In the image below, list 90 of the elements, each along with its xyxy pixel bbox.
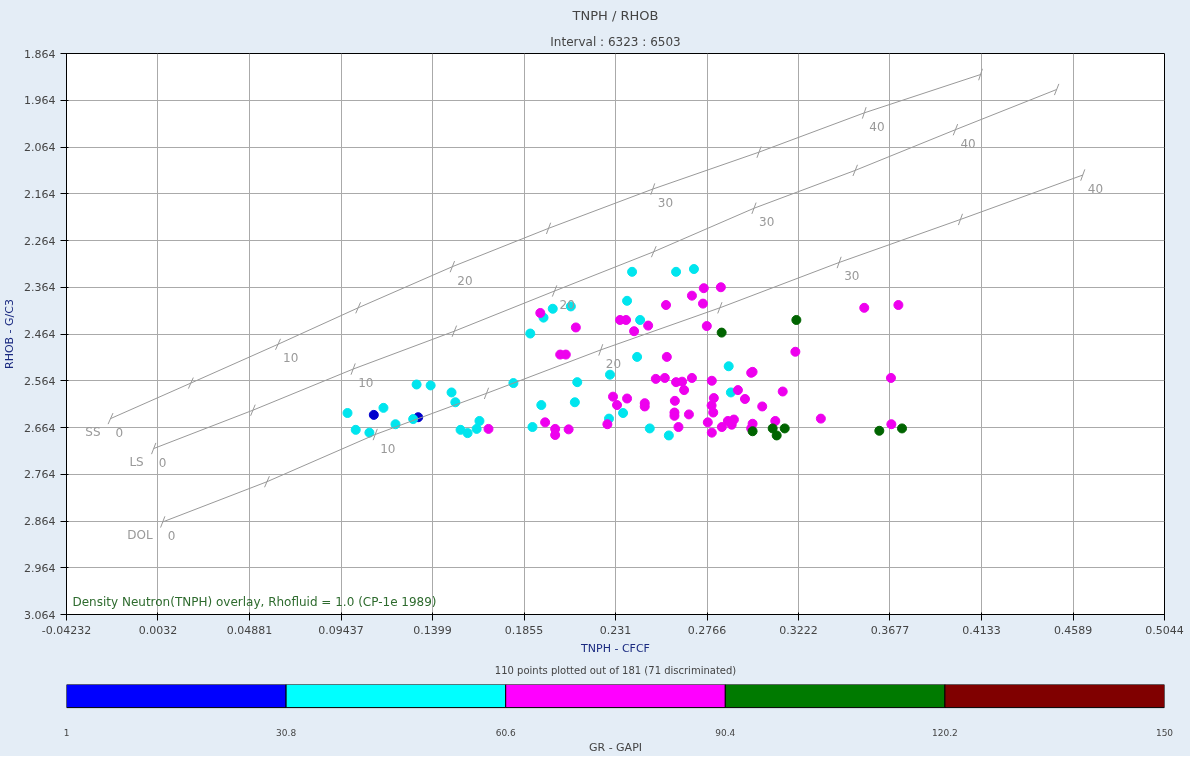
point [635, 314, 646, 325]
point [644, 423, 655, 434]
y-tick-label: 2.064 [24, 141, 56, 154]
point [771, 430, 782, 441]
annotation: 0 [158, 455, 167, 470]
y-tick-label: 2.464 [24, 328, 56, 341]
x-tick-label: 0.5044 [1145, 623, 1184, 637]
color-bar-label: 90.4 [715, 727, 736, 738]
point [874, 425, 885, 436]
point [627, 266, 638, 277]
x-axis-title: TNPH - CFCF [580, 641, 650, 655]
point [716, 327, 727, 338]
color-bar-label: 60.6 [495, 727, 516, 738]
point [527, 422, 538, 433]
annotation: 30 [657, 196, 674, 211]
y-tick-label: 2.864 [24, 515, 56, 528]
annotation: 30 [759, 215, 775, 230]
point [572, 377, 583, 388]
point [474, 415, 485, 426]
x-tick-label: 0.1399 [413, 623, 452, 637]
annotation: 30 [844, 269, 860, 284]
x-tick-label: 0.4133 [962, 623, 1001, 637]
point [342, 408, 353, 418]
point [632, 351, 643, 362]
point [446, 387, 457, 398]
y-tick-label: 2.764 [24, 468, 56, 482]
annotation: 20 [457, 273, 473, 288]
text: 110 points plotted out of 181 (71 discriminated) [494, 664, 737, 676]
point [605, 369, 615, 380]
y-tick-label: 2.964 [24, 561, 56, 575]
point [378, 402, 389, 413]
point [897, 423, 908, 434]
chart-title: TNPH / RHOB [571, 7, 659, 23]
x-tick-label: 0.04881 [226, 623, 273, 637]
x-tick-label: 0.09437 [318, 623, 364, 637]
x-tick-label: 0.4589 [1053, 623, 1093, 637]
series-label: SS [85, 424, 101, 439]
x-tick-label: 0.3222 [779, 623, 818, 637]
point [425, 380, 436, 391]
point [671, 266, 682, 277]
color-bar-label: 1 [63, 727, 70, 738]
chart-subtitle: Interval : 6323 : 6503 [550, 34, 681, 49]
color-bar-title: GR - GAPI [588, 740, 643, 754]
point [462, 428, 473, 439]
y-tick-label: 2.664 [24, 421, 56, 435]
x-tick-label: 0.231 [599, 623, 632, 637]
point [525, 328, 536, 339]
point [618, 408, 629, 418]
point [368, 409, 379, 420]
y-tick-label: 1.964 [24, 94, 56, 108]
annotation: 40 [869, 119, 885, 134]
point [455, 424, 466, 435]
point [536, 400, 547, 411]
point [364, 427, 375, 438]
y-tick-label: 2.364 [24, 281, 56, 295]
annotation: 40 [1087, 182, 1104, 197]
y-tick-label: 2.564 [24, 374, 56, 388]
point [622, 295, 633, 306]
x-tick-label: -0.04232 [41, 623, 92, 637]
point [411, 379, 422, 390]
point [569, 397, 580, 408]
annotation: 40 [960, 136, 976, 151]
point [350, 424, 361, 435]
y-tick-label: 2.164 [24, 187, 56, 201]
point [723, 361, 734, 372]
annotation: 0 [115, 425, 124, 440]
x-tick-label: 0.2766 [687, 623, 727, 637]
point [688, 264, 699, 275]
annotation: 0 [167, 528, 176, 543]
annotation: 10 [283, 351, 299, 366]
annotation: 10 [380, 441, 396, 456]
color-bar-label: 120.2 [932, 727, 958, 738]
point [779, 423, 790, 434]
color-bar-label: 30.8 [276, 727, 297, 738]
x-tick-label: 0.3677 [870, 623, 910, 637]
x-tick-label: 0.1855 [504, 623, 544, 637]
point [767, 423, 778, 434]
y-tick-label: 3.064 [24, 608, 56, 622]
point [547, 303, 558, 314]
point [791, 314, 802, 325]
series-label: DOL [127, 527, 154, 542]
annotation: Density Neutron(TNPH) overlay, Rhofluid = 1.0 (CP-1e 1989) [72, 594, 437, 609]
point [471, 423, 482, 434]
point [663, 430, 674, 441]
color-bar-label: 150 [1155, 727, 1174, 738]
y-tick-label: 2.264 [24, 234, 56, 248]
y-tick-label: 1.864 [24, 47, 56, 61]
series-label: LS [129, 454, 144, 469]
y-axis-title: RHOB - G/C3 [3, 299, 17, 369]
x-tick-label: 0.0032 [138, 623, 178, 637]
